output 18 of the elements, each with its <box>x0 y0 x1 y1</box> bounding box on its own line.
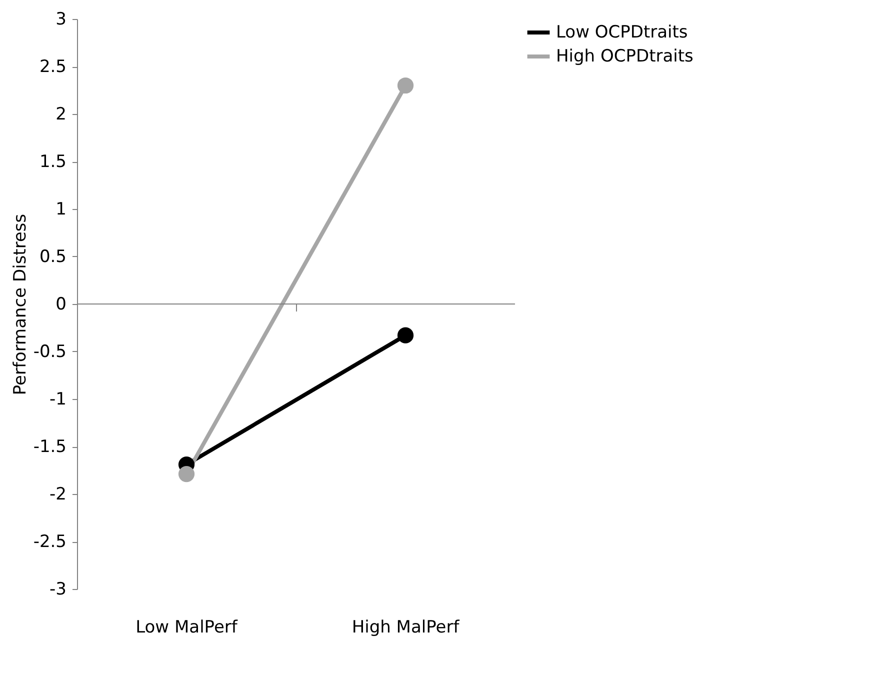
y-tick-label: 1.5 <box>39 152 66 172</box>
y-tick-label: 0.5 <box>39 247 66 267</box>
y-tick-label: 2 <box>56 104 66 124</box>
y-tick-label: -0.5 <box>33 342 66 362</box>
y-axis-title: Performance Distress <box>10 214 30 396</box>
y-tick-label: 3 <box>56 10 66 30</box>
y-tick-label: 1 <box>56 200 66 220</box>
y-tick-label: -1 <box>50 390 66 410</box>
x-tick-label: High MalPerf <box>352 618 460 638</box>
legend-label: High OCPDtraits <box>556 46 694 66</box>
y-tick-label: -2 <box>50 484 66 504</box>
y-tick-label: 2.5 <box>39 57 66 77</box>
legend-label: Low OCPDtraits <box>556 22 688 42</box>
y-tick-label: 0 <box>56 294 66 314</box>
x-tick-label: Low MalPerf <box>136 618 238 638</box>
y-tick-label: -3 <box>50 580 66 600</box>
y-tick-label: -2.5 <box>33 532 66 552</box>
y-tick-label: -1.5 <box>33 437 66 457</box>
